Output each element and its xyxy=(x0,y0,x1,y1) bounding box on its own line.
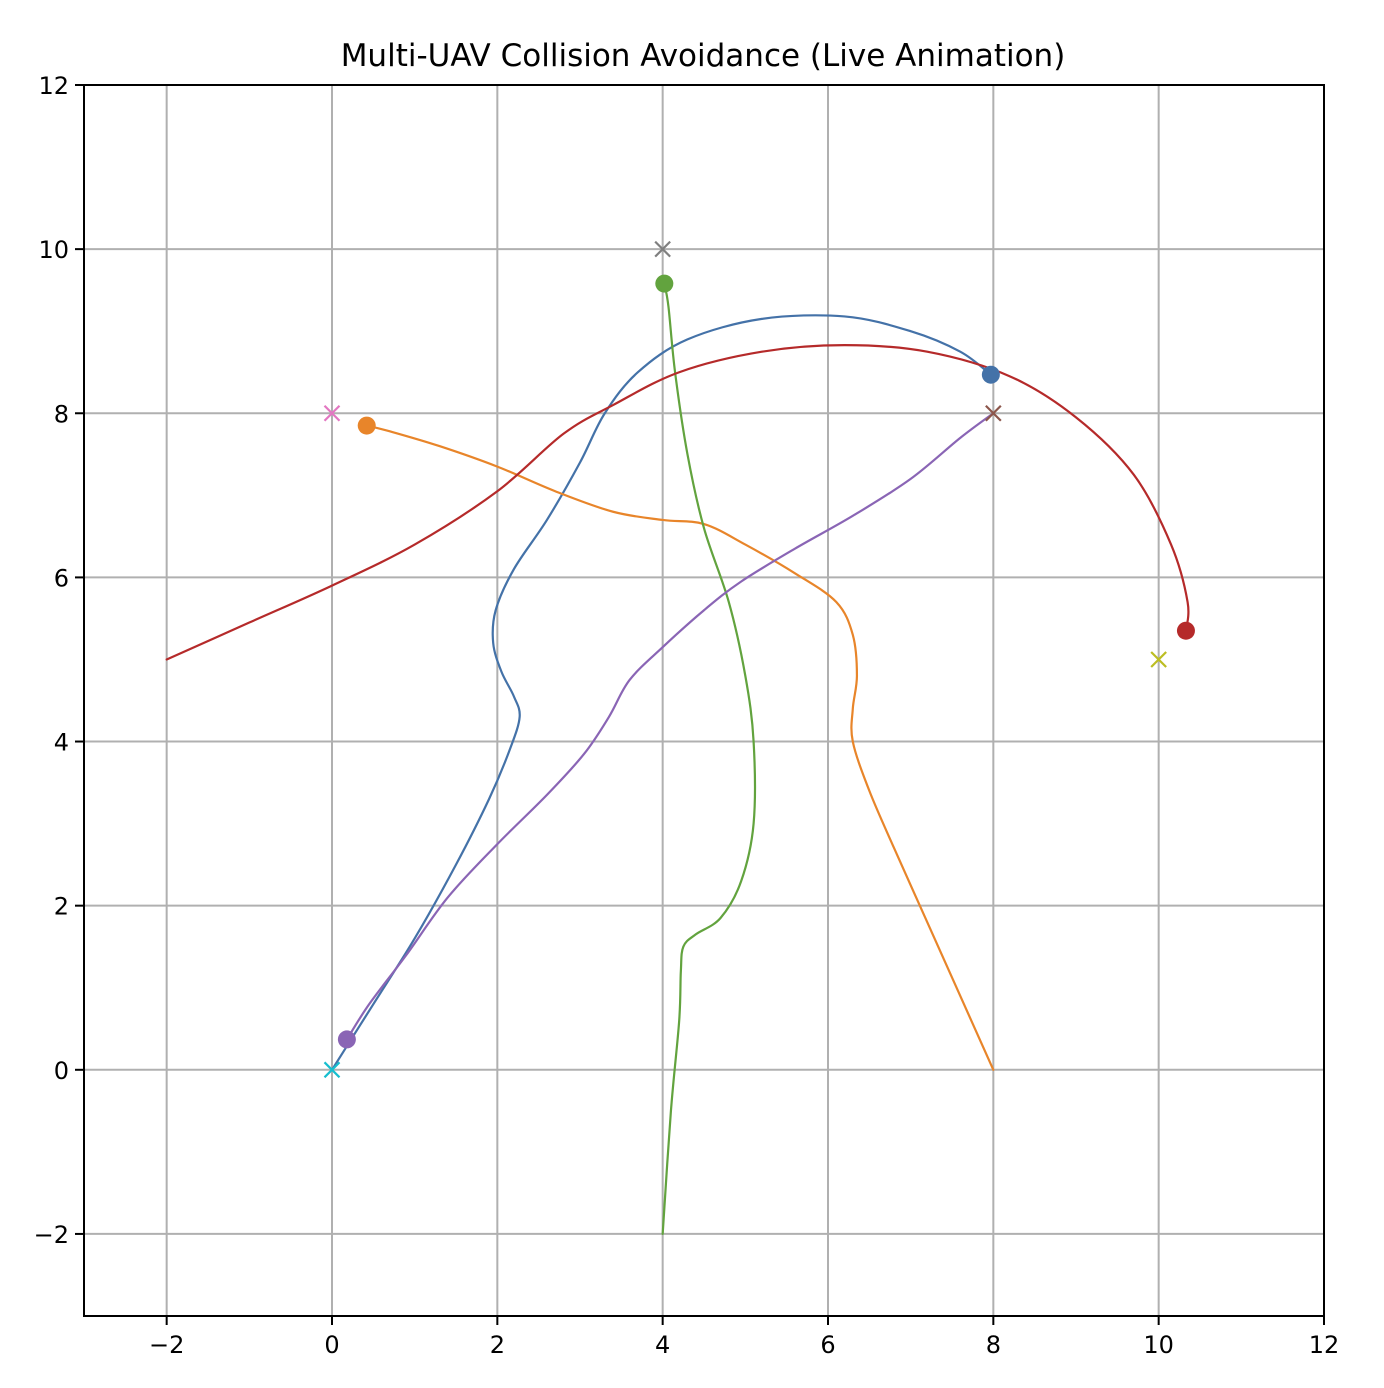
goal-marker-1 xyxy=(654,240,671,258)
trajectory-line-5 xyxy=(345,412,995,1041)
goal-marker-stroke-b-2 xyxy=(323,404,341,422)
y-tick-label-7: 12 xyxy=(38,72,69,100)
goal-marker-2 xyxy=(323,404,341,422)
goal-marker-stroke-b-1 xyxy=(654,240,671,258)
y-tick-label-3: 4 xyxy=(54,729,69,757)
y-tick-label-4: 6 xyxy=(54,564,69,592)
x-tick-label-1: 0 xyxy=(324,1331,339,1359)
x-tick-label-5: 8 xyxy=(986,1331,1001,1359)
goal-marker-5 xyxy=(323,1061,341,1079)
trajectory-line-1 xyxy=(330,314,992,1071)
x-tick-label-6: 10 xyxy=(1143,1331,1174,1359)
x-tick-label-2: 2 xyxy=(490,1331,505,1359)
y-tick-label-0: −2 xyxy=(34,1221,69,1249)
uav-position-marker-2 xyxy=(357,416,376,435)
x-tick-label-7: 12 xyxy=(1309,1331,1340,1359)
goal-marker-stroke-b-4 xyxy=(1150,651,1167,668)
goal-marker-stroke-b-3 xyxy=(985,404,1002,422)
plot-frame xyxy=(83,84,1325,1317)
uav-position-marker-5 xyxy=(337,1030,356,1049)
goal-marker-3 xyxy=(985,404,1002,422)
chart-title: Multi-UAV Collision Avoidance (Live Anim… xyxy=(341,38,1066,74)
trajectory-line-3 xyxy=(661,282,756,1236)
y-tick-label-5: 8 xyxy=(54,400,69,428)
y-tick-label-1: 0 xyxy=(54,1057,69,1085)
y-tick-label-6: 10 xyxy=(38,236,69,264)
x-tick-label-3: 4 xyxy=(655,1331,670,1359)
axis-ticks: −2 0 2 4 6 8 10 12 −2 0 2 4 6 8 10 12 xyxy=(34,72,1340,1359)
goal-marker-stroke-b-5 xyxy=(323,1061,341,1079)
x-tick-label-0: −2 xyxy=(149,1331,184,1359)
grid xyxy=(84,85,1324,1316)
uav-position-marker-1 xyxy=(981,365,1000,384)
trajectory-line-4 xyxy=(165,344,1190,661)
x-tick-label-4: 6 xyxy=(820,1331,835,1359)
goal-markers xyxy=(323,240,1167,1079)
current-positions xyxy=(337,274,1195,1049)
goal-marker-4 xyxy=(1150,651,1167,668)
uav-position-marker-4 xyxy=(1176,621,1195,640)
trajectories xyxy=(165,282,1190,1236)
y-tick-label-2: 2 xyxy=(54,893,69,921)
uav-position-marker-3 xyxy=(655,274,674,293)
trajectory-line-2 xyxy=(365,424,995,1071)
